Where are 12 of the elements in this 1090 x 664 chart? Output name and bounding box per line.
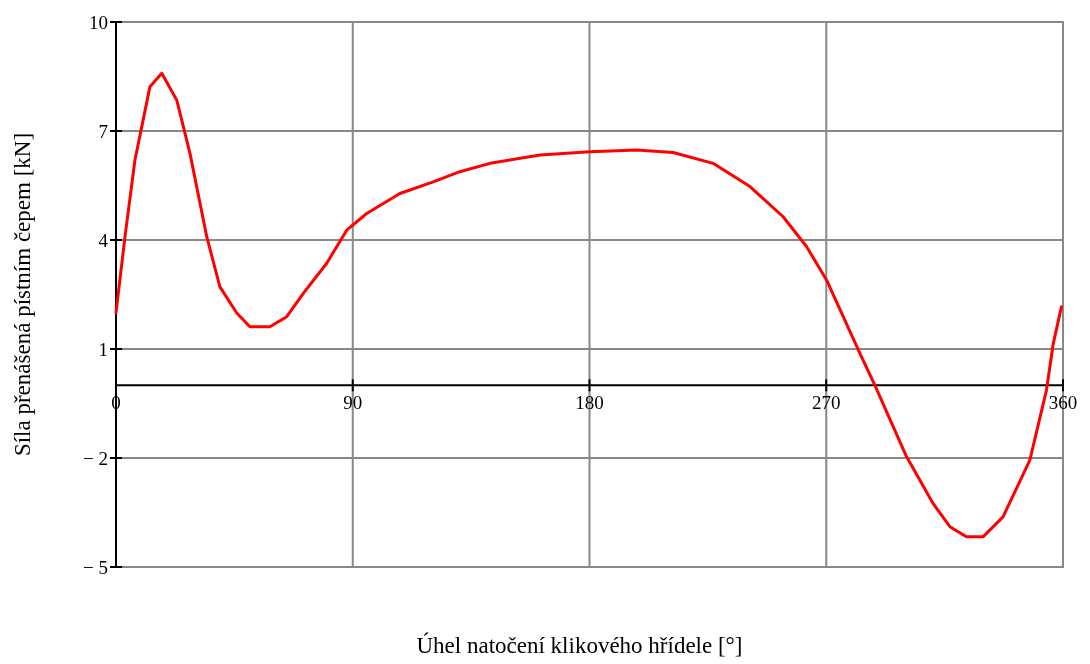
y-tick-label: − 2 bbox=[83, 447, 108, 469]
y-axis-title: Síla přenášená pístním čepem [kN] bbox=[10, 132, 35, 457]
x-tick-label: 180 bbox=[575, 392, 604, 414]
y-tick-label: 10 bbox=[89, 11, 108, 33]
x-tick-label: 360 bbox=[1048, 392, 1078, 414]
x-tick-label: 270 bbox=[812, 392, 841, 414]
y-tick-label: 4 bbox=[98, 229, 109, 251]
x-axis-title: Úhel natočení klikového hřídele [°] bbox=[416, 632, 743, 658]
y-tick-label: 1 bbox=[98, 338, 108, 360]
y-tick-label: 7 bbox=[98, 120, 108, 142]
x-tick-label: 90 bbox=[343, 392, 363, 414]
y-tick-label: − 5 bbox=[83, 556, 108, 578]
